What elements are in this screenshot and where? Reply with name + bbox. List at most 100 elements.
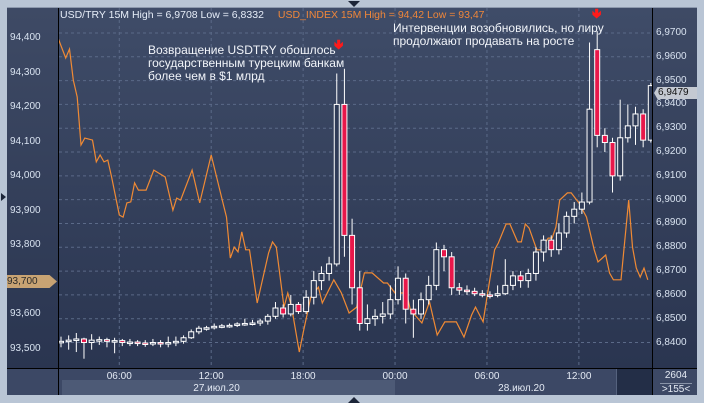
candle-down — [295, 303, 302, 313]
candle-up — [226, 324, 233, 328]
panel-toggle-triangle-icon[interactable] — [1, 193, 6, 201]
right-axis-tick: 6,8600 — [656, 288, 687, 300]
candle-up — [310, 280, 317, 298]
left-axis-tick: 93,500 — [10, 342, 41, 354]
left-axis-tick: 94,200 — [10, 101, 41, 112]
left-axis-tick: 94,100 — [10, 135, 41, 147]
candle-up — [563, 215, 570, 234]
candle-down — [463, 289, 470, 293]
right-axis-tick: 6,8700 — [656, 265, 687, 277]
candle-up — [364, 318, 371, 324]
candle-up — [525, 272, 532, 282]
right-axis-tick: 6,9400 — [656, 98, 687, 110]
candle-up — [433, 249, 440, 286]
time-tick-label: 18:00 — [290, 371, 316, 382]
red-down-arrow-icon: 🢃 — [334, 37, 344, 52]
candle-down — [157, 342, 164, 345]
candle-up — [632, 113, 639, 127]
usdtry-legend: USD/TRY 15M High = 6,9708 Low = 6,8332 — [60, 9, 264, 21]
candle-up — [172, 340, 179, 344]
candle-up — [241, 322, 248, 326]
candle-up — [326, 263, 333, 274]
right-axis-tick: 6,8900 — [656, 217, 687, 229]
candle-down — [349, 234, 356, 289]
left-axis-tick: 94,300 — [10, 66, 41, 78]
candle-down — [517, 275, 524, 282]
scroll-block[interactable] — [616, 369, 652, 395]
red-down-arrow-icon: 🢃 — [592, 6, 602, 21]
candle-up — [272, 307, 279, 317]
date-label: 27.июл.20 — [193, 383, 240, 394]
candle-up — [211, 325, 218, 329]
candle-up — [180, 337, 187, 342]
right-axis-tick: 6,9700 — [656, 27, 687, 38]
right-price-axis[interactable] — [653, 8, 697, 368]
usd-index-legend: USD_INDEX 15M High = 94,42 Low = 93,47 — [277, 9, 485, 21]
candle-down — [441, 249, 447, 258]
candle-up — [149, 342, 156, 345]
candle-up — [425, 284, 432, 301]
right-axis-tick: 6,9100 — [656, 169, 687, 181]
candle-up — [387, 299, 394, 315]
candle-down — [601, 134, 608, 144]
right-axis-tick: 6,8800 — [656, 241, 687, 253]
candle-up — [287, 303, 294, 315]
time-tick-label: 00:00 — [382, 371, 408, 382]
candle-up — [303, 296, 310, 313]
right-axis-tick: 6,9200 — [656, 146, 687, 158]
candle-down — [471, 290, 478, 295]
candle-down — [410, 308, 417, 315]
candle-up — [195, 327, 202, 333]
left-price-axis[interactable] — [7, 8, 58, 368]
candle-down — [609, 142, 616, 177]
candle-up — [617, 137, 624, 177]
candle-down — [640, 113, 647, 141]
candle-up — [318, 272, 325, 282]
candle-up — [418, 299, 425, 315]
candle-up — [234, 323, 241, 326]
candle-up — [88, 339, 95, 344]
candle-down — [548, 239, 555, 251]
candle-down — [356, 287, 363, 324]
candle-up — [165, 342, 172, 345]
left-axis-tick: 93,600 — [10, 308, 41, 319]
right-axis-tick: 6,9500 — [656, 74, 687, 86]
candle-up — [586, 108, 593, 203]
candle-up — [532, 251, 539, 274]
time-tick-label: 06:00 — [106, 371, 132, 382]
candle-down — [134, 341, 141, 345]
scroll-up-triangle-icon[interactable] — [348, 1, 360, 7]
candle-up — [111, 340, 118, 343]
candle-up — [257, 320, 264, 324]
candle-up — [395, 277, 402, 301]
candle-down — [402, 277, 409, 310]
candle-down — [341, 103, 348, 236]
candle-up — [372, 315, 379, 320]
usdtry-last-value-tag: 6,9479 — [654, 87, 697, 99]
candle-up — [494, 293, 501, 296]
usd-index-last-value-tag: 93,700 — [7, 275, 57, 288]
plot-area[interactable] — [57, 8, 654, 368]
right-axis-tick: 6,9000 — [656, 193, 687, 205]
scroll-down-triangle-icon[interactable] — [348, 397, 360, 403]
axis-separator-right — [652, 8, 653, 395]
left-axis-tick: 94,400 — [10, 32, 41, 43]
candle-down — [448, 256, 455, 289]
usd-index-line — [57, 37, 649, 353]
candle-up — [333, 103, 340, 265]
candle-up — [203, 327, 210, 330]
candle-down — [119, 340, 126, 344]
annotation-2: Интервенции возобновились, но лиру продо… — [393, 21, 604, 48]
candle-up — [540, 239, 547, 253]
left-axis-tick: 93,900 — [10, 204, 41, 216]
candle-up — [555, 232, 562, 251]
date-label: 28.июл.20 — [498, 383, 545, 394]
chart-svg — [57, 8, 654, 368]
visible-bars: >155< — [660, 383, 692, 395]
candle-up — [126, 341, 133, 345]
candle-up — [73, 338, 80, 341]
candle-down — [103, 339, 110, 342]
right-axis-tick: 6,9600 — [656, 50, 687, 62]
candle-up — [58, 340, 64, 344]
candle-up — [379, 313, 386, 317]
